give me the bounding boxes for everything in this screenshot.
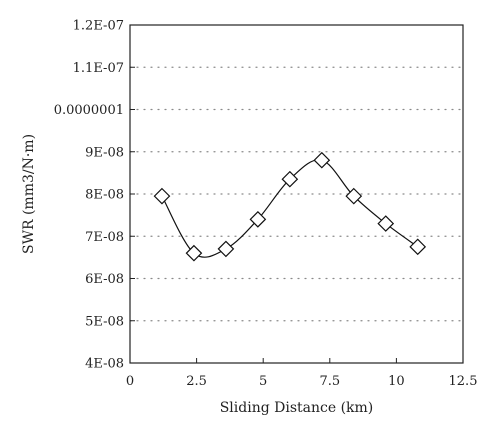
- data-point-marker: [217, 240, 235, 258]
- x-tick-label: 10: [388, 374, 405, 389]
- x-tick-label: 2.5: [186, 374, 207, 389]
- series-markers: [153, 151, 427, 262]
- y-tick-label: 8E-08: [85, 188, 124, 203]
- y-tick-label: 6E-08: [85, 272, 124, 287]
- y-tick-label: 1.2E-07: [73, 19, 124, 34]
- y-tick-label: 4E-08: [85, 357, 124, 372]
- axis-ticks: 4E-08 5E-08 6E-08 7E-08 8E-08 9E-08 0.0000001 1…: [54, 19, 478, 390]
- data-point-marker: [409, 238, 427, 256]
- data-point-marker: [377, 215, 395, 232]
- data-point-marker: [153, 187, 171, 205]
- gridlines: [129, 66, 464, 322]
- x-tick-label: 5: [259, 374, 267, 389]
- data-point-marker: [185, 244, 203, 262]
- x-tick-label: 0: [126, 374, 134, 389]
- data-point-marker: [249, 211, 267, 228]
- y-axis-label: SWR (mm3/N·m): [21, 134, 37, 254]
- data-point-marker: [313, 151, 331, 169]
- x-tick-label: 7.5: [319, 374, 340, 389]
- data-point-marker: [281, 170, 299, 188]
- y-tick-label: 0.0000001: [54, 103, 124, 118]
- data-point-marker: [345, 187, 363, 205]
- y-tick-label: 1.1E-07: [73, 61, 124, 76]
- y-tick-label: 7E-08: [85, 230, 124, 245]
- y-tick-label: 5E-08: [85, 314, 124, 329]
- x-tick-label: 12.5: [449, 374, 478, 389]
- y-tick-label: 9E-08: [85, 145, 124, 160]
- x-axis-label: Sliding Distance (km): [220, 400, 374, 416]
